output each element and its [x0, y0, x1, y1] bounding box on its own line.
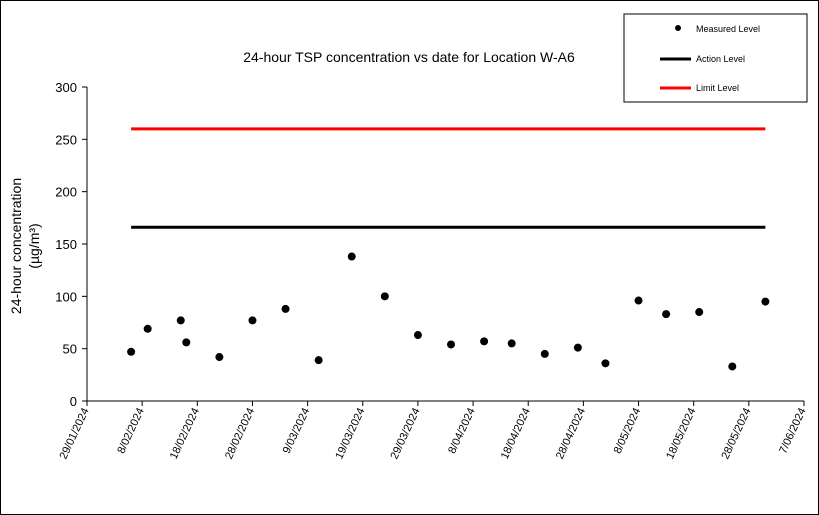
- y-tick-label: 150: [55, 237, 77, 252]
- y-tick-label: 100: [55, 289, 77, 304]
- data-point: [728, 362, 737, 371]
- data-point: [314, 356, 323, 365]
- data-point: [248, 316, 257, 325]
- legend-label-limit: Limit Level: [696, 83, 739, 93]
- x-tick-label: 18/02/2024: [168, 406, 202, 461]
- measured-points: [127, 252, 770, 371]
- x-tick-label: 28/02/2024: [223, 406, 257, 461]
- y-axis-label: 24-hour concentration (µg/m³): [8, 178, 42, 314]
- legend-label-action: Action Level: [696, 54, 745, 64]
- data-point: [634, 296, 643, 305]
- y-tick-label: 50: [63, 342, 77, 357]
- y-tick-label: 300: [55, 80, 77, 95]
- data-point: [761, 297, 770, 306]
- data-point: [573, 343, 582, 352]
- level-lines: [131, 127, 766, 229]
- axes: 0 50 100 150 200 250 300 29/01/2024 8/02/2024 18/…: [55, 80, 808, 461]
- x-tick-label: 19/03/2024: [333, 406, 367, 461]
- y-tick-label: 250: [55, 132, 77, 147]
- data-point: [182, 338, 191, 347]
- data-point: [176, 316, 185, 325]
- data-point: [380, 292, 389, 301]
- data-point: [215, 353, 224, 362]
- x-tick-label: 8/04/2024: [446, 406, 478, 455]
- legend-box: [623, 13, 808, 103]
- chart-title: 24-hour TSP concentration vs date for Lo…: [243, 49, 575, 65]
- y-tick-label: 0: [70, 394, 77, 409]
- data-point: [662, 310, 671, 319]
- data-point: [507, 339, 516, 348]
- x-tick-label: 8/02/2024: [115, 406, 147, 455]
- y-axis-label-main: 24-hour concentration: [8, 178, 24, 314]
- x-tick-label: 29/03/2024: [388, 406, 422, 461]
- x-tick-label: 28/04/2024: [554, 406, 588, 461]
- x-tick-label: 18/05/2024: [664, 406, 698, 461]
- data-point: [413, 331, 422, 340]
- x-tick-label: 9/03/2024: [281, 406, 313, 455]
- data-point: [127, 347, 136, 356]
- data-point: [480, 337, 489, 346]
- data-point: [281, 304, 290, 313]
- data-point: [601, 359, 610, 368]
- y-axis-label-unit: (µg/m³): [26, 223, 42, 268]
- legend-marker-measured: [675, 25, 681, 31]
- data-point: [695, 308, 704, 317]
- x-tick-label: 28/05/2024: [719, 406, 753, 461]
- data-point: [143, 324, 152, 333]
- legend: Measured Level Action Level Limit Level: [623, 13, 808, 103]
- legend-label-measured: Measured Level: [696, 24, 760, 34]
- x-tick-label: 29/01/2024: [58, 406, 92, 461]
- x-tick-label: 7/06/2024: [777, 406, 809, 455]
- data-point: [347, 252, 356, 261]
- data-point: [447, 340, 456, 349]
- x-tick-label: 18/04/2024: [499, 406, 533, 461]
- x-tick-label: 8/05/2024: [612, 406, 644, 455]
- y-tick-label: 200: [55, 185, 77, 200]
- data-point: [540, 349, 549, 358]
